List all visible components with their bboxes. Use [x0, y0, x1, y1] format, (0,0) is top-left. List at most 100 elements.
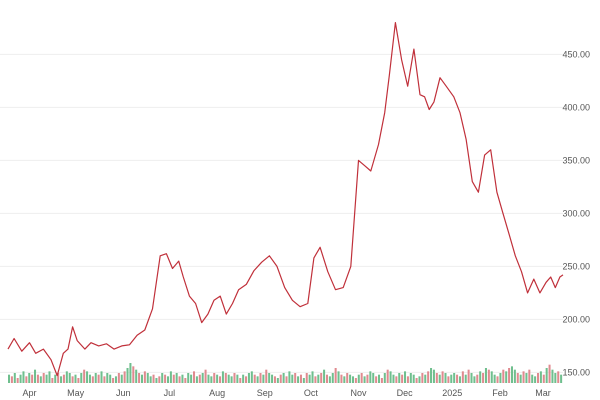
volume-bar [106, 373, 109, 383]
y-tick-label: 250.00 [562, 261, 590, 271]
volume-bar [140, 374, 143, 383]
volume-bar [311, 371, 314, 383]
volume-bar [305, 373, 308, 383]
volume-bar [502, 369, 505, 383]
volume-bar [473, 376, 476, 383]
volume-bar [239, 378, 242, 383]
volume-bar [349, 374, 352, 383]
volume-bar [164, 374, 167, 383]
volume-bar [80, 373, 83, 383]
volume-bar [340, 374, 343, 383]
volume-bar [152, 374, 155, 383]
volume-bar [181, 374, 184, 383]
volume-bar [54, 374, 57, 383]
volume-bar [45, 374, 48, 383]
volume-bar [461, 371, 464, 383]
volume-bar [534, 376, 537, 383]
volume-bar [86, 371, 89, 383]
volume-bar [28, 373, 31, 383]
y-tick-label: 450.00 [562, 49, 590, 59]
volume-bar [126, 368, 129, 383]
volume-bar [334, 368, 337, 383]
volume-bar [482, 373, 485, 383]
volume-bar [123, 371, 126, 383]
volume-bar [129, 363, 132, 383]
volume-bar [291, 374, 294, 383]
volume-bar [256, 376, 259, 383]
volume-bar [221, 371, 224, 383]
x-tick-label: Jun [116, 388, 131, 398]
x-tick-label: Oct [304, 388, 319, 398]
volume-bar [539, 371, 542, 383]
price-series-line [7, 22, 564, 377]
volume-bar [398, 373, 401, 383]
volume-bar [74, 374, 77, 383]
y-tick-label: 200.00 [562, 314, 590, 324]
volume-bar [247, 373, 250, 383]
volume-bar [273, 376, 276, 383]
volume-bar [216, 374, 219, 383]
volume-bar [438, 374, 441, 383]
volume-bar [508, 368, 511, 383]
volume-bar [112, 378, 115, 383]
volume-bar [132, 366, 135, 383]
volume-bar [375, 376, 378, 383]
volume-bar [557, 371, 560, 383]
volume-bar [551, 369, 554, 383]
volume-bar [378, 374, 381, 383]
volume-bar [22, 371, 25, 383]
volume-bar [447, 376, 450, 383]
volume-bar [279, 374, 282, 383]
volume-bar [389, 371, 392, 383]
x-tick-label: Sep [257, 388, 273, 398]
volume-bar [479, 371, 482, 383]
volume-bar [230, 376, 233, 383]
volume-bar [161, 373, 164, 383]
volume-bar [510, 366, 513, 383]
volume-bar [195, 376, 198, 383]
volume-bar [366, 374, 369, 383]
volume-bar [250, 371, 253, 383]
volume-bar [406, 376, 409, 383]
volume-bar [233, 373, 236, 383]
volume-bar [458, 376, 461, 383]
volume-bar [467, 369, 470, 383]
x-tick-label: Nov [351, 388, 368, 398]
volume-bar [328, 376, 331, 383]
volume-bar [430, 368, 433, 383]
volume-bar [57, 373, 60, 383]
volume-bar [253, 374, 256, 383]
volume-bar [109, 374, 112, 383]
volume-bar [357, 374, 360, 383]
volume-bar [77, 378, 80, 383]
volume-bar [184, 378, 187, 383]
volume-bar [224, 373, 227, 383]
volume-bar [190, 374, 193, 383]
volume-bars [8, 363, 563, 383]
grid-lines [0, 53, 563, 373]
volume-bar [444, 373, 447, 383]
volume-bar [346, 373, 349, 383]
y-tick-label: 350.00 [562, 155, 590, 165]
volume-bar [143, 371, 146, 383]
volume-bar [360, 373, 363, 383]
volume-bar [97, 374, 100, 383]
volume-bar [450, 374, 453, 383]
volume-bar [325, 374, 328, 383]
volume-bar [48, 371, 51, 383]
volume-bar [354, 378, 357, 383]
volume-bar [343, 376, 346, 383]
volume-bar [441, 371, 444, 383]
volume-bar [404, 371, 407, 383]
volume-bar [19, 374, 22, 383]
volume-bar [245, 376, 248, 383]
volume-bar [285, 376, 288, 383]
volume-bar [369, 371, 372, 383]
volume-bar [528, 369, 531, 383]
volume-bar [60, 376, 63, 383]
volume-bar [198, 374, 201, 383]
volume-bar [548, 364, 551, 383]
volume-bar [135, 369, 138, 383]
volume-bar [71, 376, 74, 383]
volume-bar [435, 373, 438, 383]
